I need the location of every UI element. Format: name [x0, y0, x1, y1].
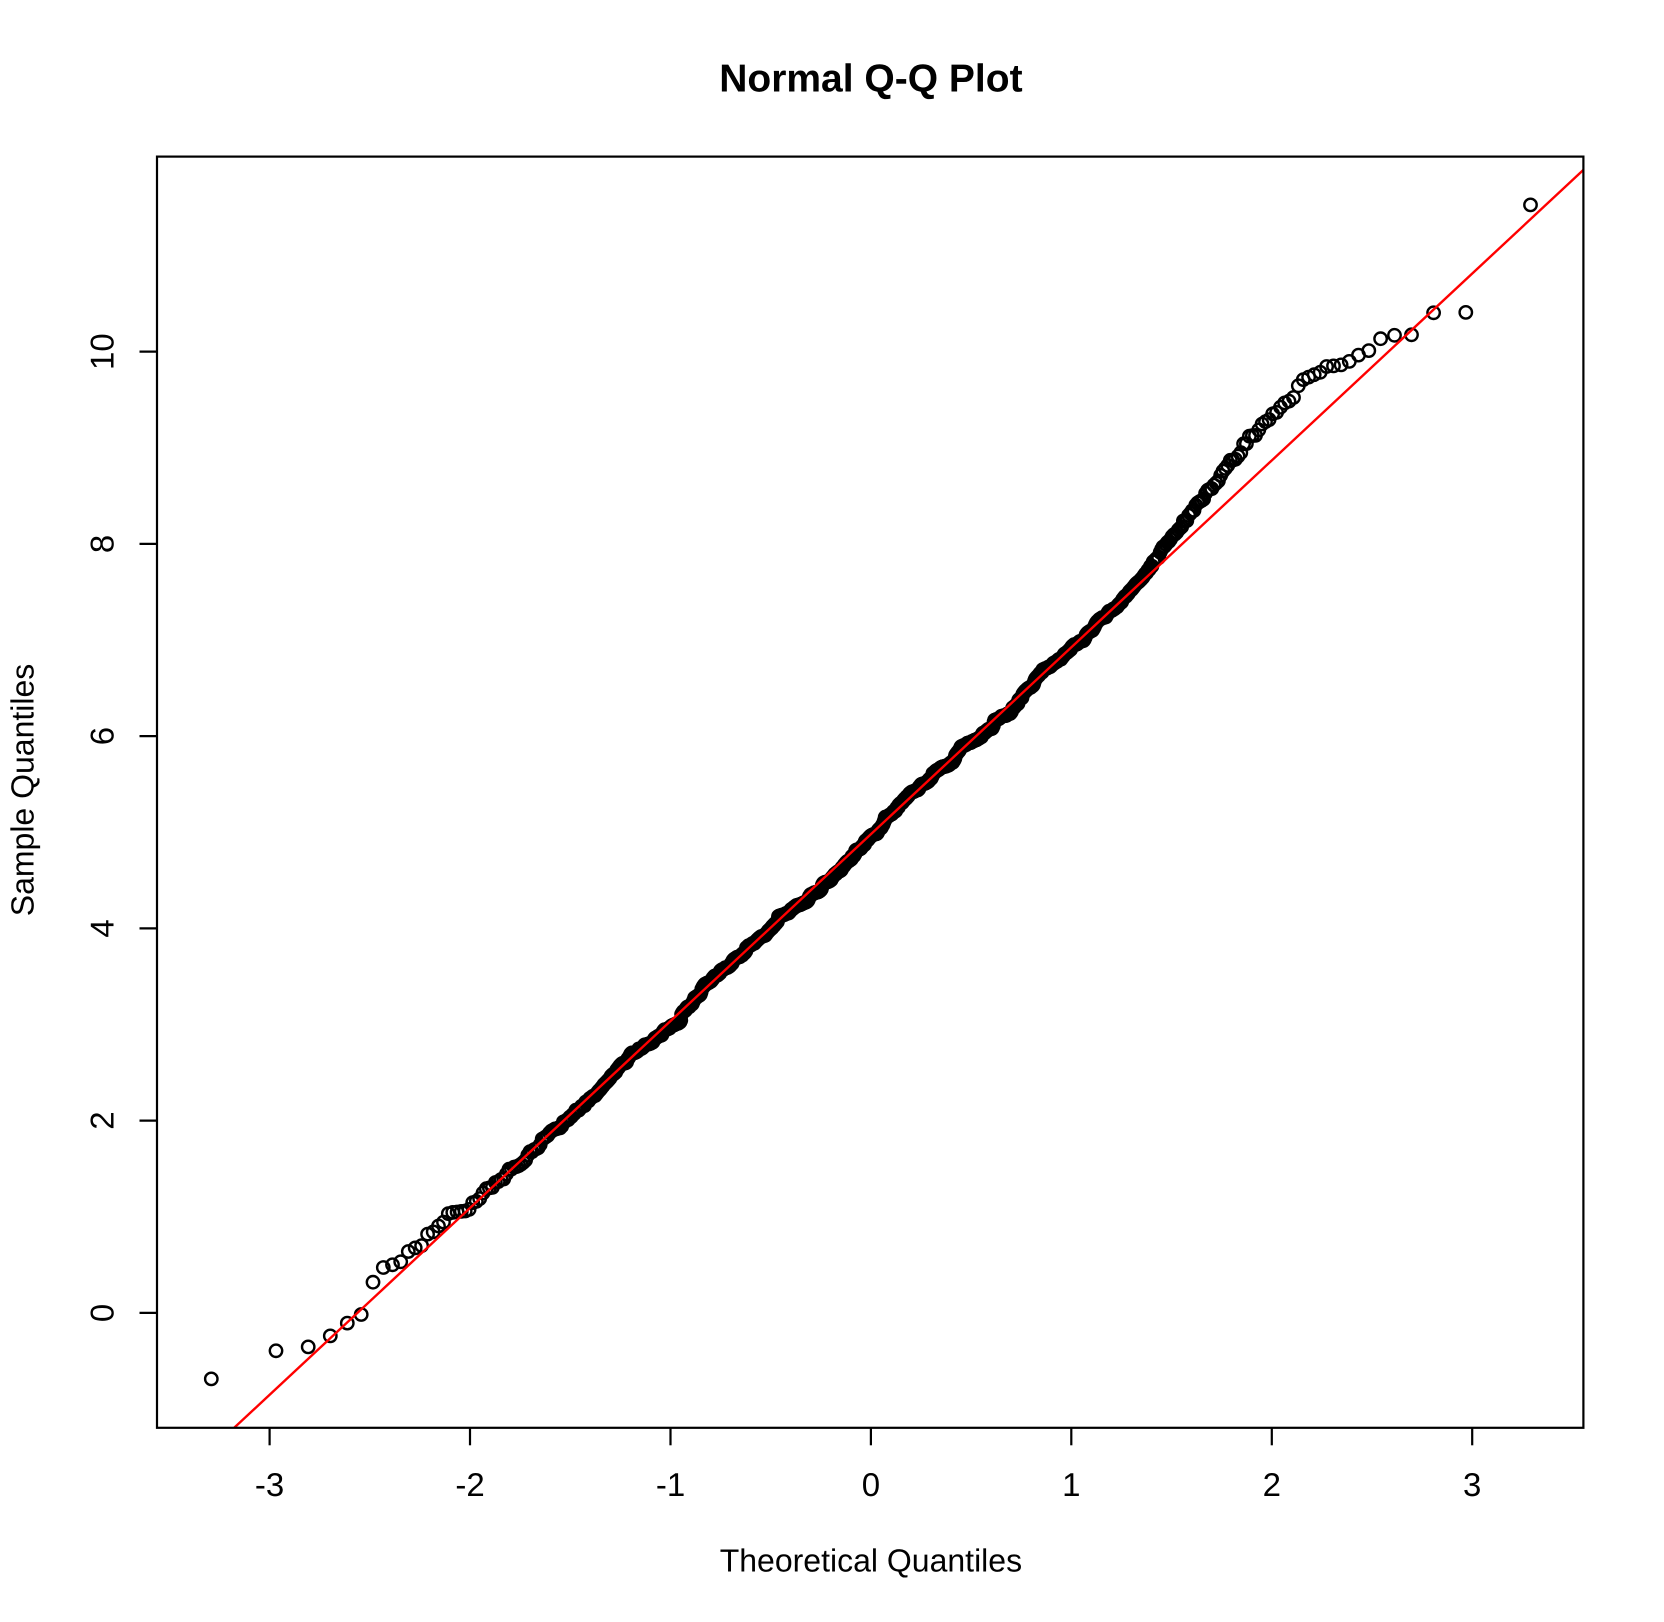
- svg-text:-2: -2: [455, 1466, 484, 1503]
- svg-text:2: 2: [84, 1111, 121, 1129]
- svg-text:4: 4: [84, 919, 121, 937]
- svg-text:Sample Quantiles: Sample Quantiles: [5, 664, 41, 917]
- svg-text:1: 1: [1062, 1466, 1080, 1503]
- svg-text:Theoretical Quantiles: Theoretical Quantiles: [720, 1542, 1022, 1578]
- svg-text:2: 2: [1263, 1466, 1281, 1503]
- svg-text:10: 10: [84, 333, 121, 370]
- svg-text:6: 6: [84, 727, 121, 745]
- svg-text:3: 3: [1463, 1466, 1481, 1503]
- svg-text:8: 8: [84, 535, 121, 553]
- svg-text:-1: -1: [656, 1466, 685, 1503]
- svg-text:Normal Q-Q Plot: Normal Q-Q Plot: [719, 57, 1022, 100]
- svg-text:0: 0: [84, 1304, 121, 1322]
- svg-text:0: 0: [862, 1466, 880, 1503]
- svg-text:-3: -3: [255, 1466, 284, 1503]
